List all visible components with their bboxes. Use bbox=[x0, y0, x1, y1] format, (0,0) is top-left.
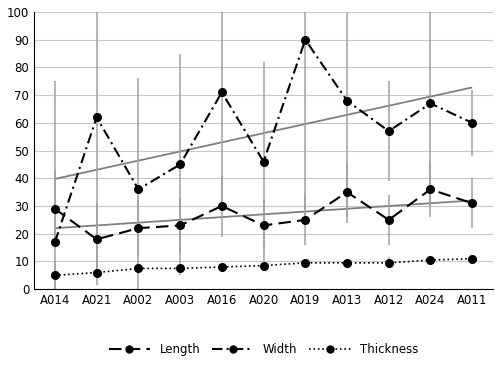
Legend: Length, Width, Thickness: Length, Width, Thickness bbox=[104, 339, 423, 361]
